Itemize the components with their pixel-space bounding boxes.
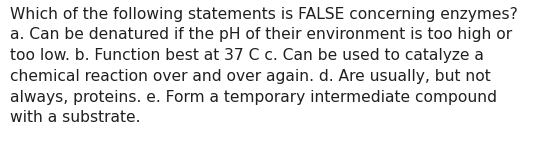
Text: Which of the following statements is FALSE concerning enzymes?
a. Can be denatur: Which of the following statements is FAL… (10, 7, 518, 125)
